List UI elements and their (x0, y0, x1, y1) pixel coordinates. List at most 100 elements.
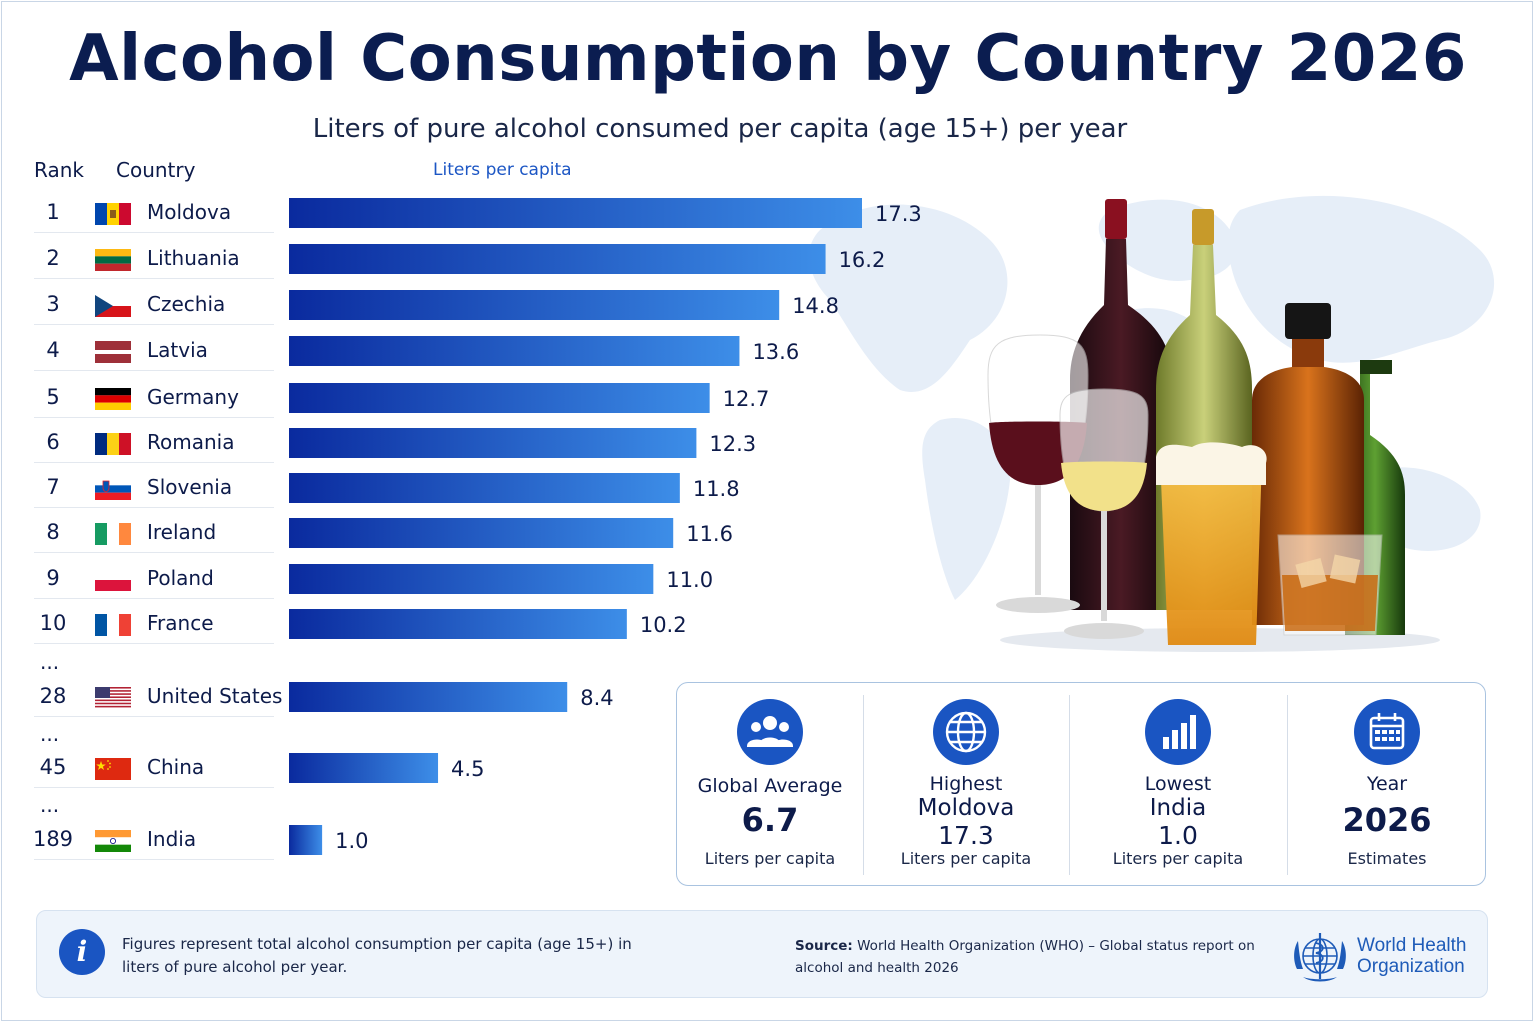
country-label: Moldova (147, 200, 232, 224)
usa-flag-icon (95, 687, 131, 709)
moldova-flag-icon (95, 203, 131, 225)
bar-poland (289, 564, 654, 594)
bar-germany (289, 383, 710, 413)
table-row: 10 France (30, 601, 1030, 645)
ireland-flag-icon (95, 523, 131, 545)
table-row: 3 Czechia (30, 282, 1030, 326)
rank-label: 28 (39, 684, 67, 708)
slovenia-flag-icon (95, 478, 131, 500)
stat-label: Lowest (1144, 773, 1212, 795)
rank-label: 7 (46, 475, 60, 499)
bar-ireland (289, 518, 674, 548)
ellipsis-2: ... (40, 722, 60, 746)
table-row: 45 China (30, 745, 1030, 789)
table-row: 189 India (30, 817, 1030, 861)
table-row: 2 Lithuania (30, 236, 1030, 280)
bar-value-label: 12.7 (723, 387, 770, 411)
stat-country: Moldova (917, 795, 1015, 821)
table-row: 5 Germany (30, 375, 1030, 419)
chart-title: Alcohol Consumption by Country 2026 (69, 22, 1467, 96)
bar-value-label: 17.3 (875, 202, 922, 226)
country-label: Latvia (147, 338, 208, 362)
country-label: Romania (147, 430, 235, 454)
bar-value-label: 8.4 (580, 686, 613, 710)
table-row: 1 Moldova (30, 190, 1030, 234)
source-text: Source: World Health Organization (WHO) … (795, 935, 1265, 979)
stat-value: 17.3 (938, 821, 994, 850)
country-label: France (147, 611, 214, 635)
romania-flag-icon (95, 433, 131, 455)
row-divider (34, 417, 274, 418)
bar-value-label: 11.0 (666, 568, 713, 592)
bar-lithuania (289, 244, 826, 274)
source-body: World Health Organization (WHO) – Global… (795, 938, 1255, 976)
country-label: Germany (147, 385, 239, 409)
table-row: 6 Romania (30, 420, 1030, 464)
table-row: 28 United States (30, 674, 1030, 718)
liters-header: Liters per capita (433, 160, 572, 180)
country-label: Slovenia (147, 475, 233, 499)
country-label: Ireland (147, 520, 217, 544)
rank-label: 3 (46, 292, 60, 316)
bar-slovenia (289, 473, 680, 503)
row-divider (34, 278, 274, 279)
rank-header: Rank (34, 158, 84, 182)
row-divider (34, 462, 274, 463)
rank-label: 189 (32, 827, 74, 851)
stat-lowest: Lowest India 1.0 Liters per capita (1069, 683, 1287, 887)
stats-divider (1069, 695, 1070, 875)
rank-label: 45 (39, 755, 67, 779)
table-row: 7 Slovenia (30, 465, 1030, 509)
stat-year: Year 2026 Estimates (1287, 683, 1487, 887)
rank-label: 8 (46, 520, 60, 544)
stat-country: India (1149, 795, 1207, 821)
stat-value: 2026 (1342, 801, 1432, 839)
rank-label: 4 (46, 338, 60, 362)
chart-subtitle: Liters of pure alcohol consumed per capi… (312, 114, 1128, 144)
bar-chart-icon (1145, 699, 1211, 765)
row-divider (34, 507, 274, 508)
bar-chart: 17.3 16.214.8 13.6 12.7 12.3 11.8 11.6 11.0 10.2… (289, 198, 922, 855)
row-divider (34, 370, 274, 371)
bar-value-label: 11.8 (693, 477, 740, 501)
bar-value-label: 11.6 (686, 522, 733, 546)
row-divider (34, 643, 274, 644)
row-divider (34, 324, 274, 325)
stat-value: 1.0 (1158, 821, 1198, 850)
bar-czechia (289, 290, 780, 320)
country-label: United States (147, 684, 283, 708)
rank-label: 9 (46, 566, 60, 590)
calendar-icon (1354, 699, 1420, 765)
stat-label: Global Average (697, 775, 843, 797)
stat-value: 6.7 (741, 801, 799, 839)
row-divider (34, 598, 274, 599)
who-name: World Health Organization (1357, 935, 1466, 977)
footnote-text: Figures represent total alcohol consumpt… (122, 935, 632, 976)
stats-divider (863, 695, 864, 875)
info-icon: i (59, 929, 105, 975)
bar-china (289, 753, 439, 783)
drinks-illustration (987, 199, 1440, 652)
table-row: 9 Poland (30, 556, 1030, 600)
latvia-flag-icon (95, 341, 131, 363)
rank-label: 5 (46, 385, 60, 409)
bar-india (289, 825, 323, 855)
stat-caption: Liters per capita (704, 849, 836, 868)
stat-global-average: Global Average 6.7 Liters per capita (677, 683, 863, 887)
stat-label: Highest (929, 773, 1003, 795)
rank-label: 10 (39, 611, 67, 635)
france-flag-icon (95, 614, 131, 636)
bar-value-label: 1.0 (335, 829, 368, 853)
germany-flag-icon (95, 388, 131, 410)
india-flag-icon (95, 830, 131, 852)
who-name-line2: Organization (1357, 956, 1465, 977)
stat-label: Year (1366, 773, 1408, 795)
source-label: Source: (795, 938, 853, 954)
globe-icon (933, 699, 999, 765)
lithuania-flag-icon (95, 249, 131, 271)
footnote-panel: i Figures represent total alcohol consum… (36, 910, 1488, 998)
row-divider (34, 232, 274, 233)
people-icon (737, 699, 803, 765)
bar-value-label: 14.8 (792, 294, 839, 318)
bar-france (289, 609, 627, 639)
